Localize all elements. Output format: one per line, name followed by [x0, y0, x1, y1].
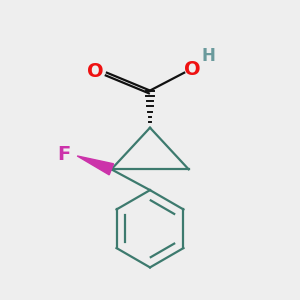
- Text: F: F: [57, 145, 70, 164]
- Text: H: H: [202, 47, 216, 65]
- Text: O: O: [184, 60, 201, 79]
- Text: O: O: [87, 62, 103, 81]
- Polygon shape: [77, 156, 113, 175]
